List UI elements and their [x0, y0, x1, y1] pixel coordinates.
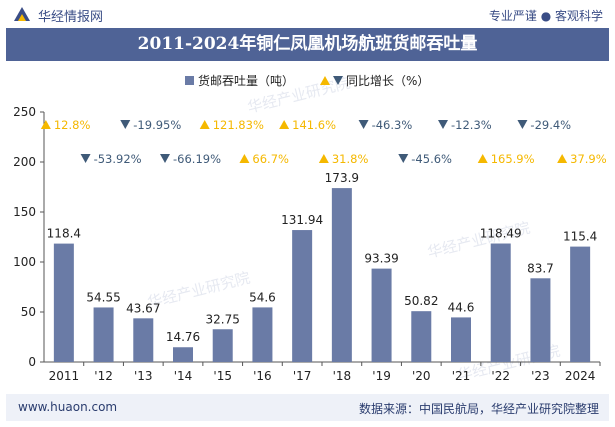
growth-rate-label: -12.3%	[451, 118, 492, 132]
bar	[371, 268, 392, 362]
bar-value-label: 93.39	[364, 252, 398, 266]
bar-value-label: 54.55	[86, 290, 120, 304]
tagline: 专业严谨 ● 客观科学	[488, 9, 603, 23]
bar	[451, 317, 471, 362]
growth-up-triangle-icon	[477, 154, 488, 163]
bar	[173, 347, 193, 362]
growth-rate-label: -29.4%	[530, 118, 571, 132]
watermark-text: 华经产业研究院	[146, 269, 252, 312]
x-tick-label: '18	[333, 369, 352, 383]
growth-rate-label: -53.92%	[94, 152, 142, 166]
bar-value-label: 44.6	[448, 300, 475, 314]
bar	[53, 243, 74, 362]
x-tick-label: '14	[174, 369, 193, 383]
y-tick-label: 100	[13, 255, 36, 269]
x-tick-label: '15	[213, 369, 232, 383]
growth-down-triangle-icon	[398, 154, 409, 163]
growth-up-triangle-icon	[239, 154, 250, 163]
x-tick-label: '21	[452, 369, 471, 383]
x-tick-label: '20	[412, 369, 431, 383]
bar	[212, 329, 233, 362]
growth-rate-label: -46.3%	[372, 118, 413, 132]
growth-down-triangle-icon	[358, 120, 369, 129]
chart: 华经产业研究院华经产业研究院华经产业研究院华经产业研究院050100150200…	[13, 73, 607, 385]
x-tick-label: '22	[491, 369, 510, 383]
bar	[570, 246, 591, 362]
x-tick-label: '13	[134, 369, 153, 383]
growth-rate-label: 165.9%	[491, 152, 535, 166]
growth-rate-label: -19.95%	[133, 118, 181, 132]
legend-growth-label: 同比增长（%）	[346, 74, 429, 88]
growth-rate-label: 121.83%	[213, 118, 264, 132]
bar	[133, 318, 154, 362]
growth-rate-label: 141.6%	[292, 118, 336, 132]
bar-value-label: 118.49	[480, 227, 522, 241]
x-tick-label: '19	[372, 369, 391, 383]
footer-site-link[interactable]: www.huaon.com	[18, 400, 118, 414]
growth-up-triangle-icon	[279, 120, 290, 129]
bar-value-label: 50.82	[404, 294, 438, 308]
growth-rate-label: 37.9%	[570, 152, 607, 166]
growth-down-triangle-icon	[120, 120, 131, 129]
growth-down-triangle-icon	[517, 120, 528, 129]
growth-rate-label: 66.7%	[252, 152, 289, 166]
y-tick-label: 50	[21, 305, 36, 319]
x-tick-label: '23	[531, 369, 550, 383]
footer: www.huaon.com 数据来源：中国民航局，华经产业研究院整理	[6, 394, 609, 421]
data-source: 数据来源：中国民航局，华经产业研究院整理	[358, 402, 599, 416]
bar	[490, 243, 511, 362]
bar-value-label: 32.75	[206, 312, 240, 326]
growth-up-triangle-icon	[557, 154, 568, 163]
bar-value-label: 131.94	[281, 213, 323, 227]
bar	[292, 230, 313, 362]
huajing-logo-icon	[14, 7, 30, 21]
legend-bar-swatch	[185, 76, 194, 85]
bar-value-label: 43.67	[126, 301, 160, 315]
header: 华经情报网 专业严谨 ● 客观科学	[0, 0, 615, 28]
y-tick-label: 200	[13, 155, 36, 169]
x-tick-label: '16	[253, 369, 272, 383]
bar-value-label: 173.9	[325, 171, 359, 185]
legend-up-triangle-icon	[320, 76, 330, 85]
growth-down-triangle-icon	[80, 154, 91, 163]
legend-bar-label: 货邮吞吐量（吨）	[198, 73, 294, 88]
bar-value-label: 83.7	[527, 261, 554, 275]
x-tick-label: 2011	[49, 369, 80, 383]
y-tick-label: 250	[13, 105, 36, 119]
chart-title: 2011-2024年铜仁凤凰机场航班货邮吞吐量	[137, 34, 478, 54]
growth-down-triangle-icon	[438, 120, 448, 129]
bar	[411, 311, 432, 362]
growth-rate-label: 31.8%	[332, 152, 369, 166]
growth-up-triangle-icon	[318, 154, 329, 163]
bar	[93, 307, 114, 362]
x-tick-label: '17	[293, 369, 312, 383]
growth-up-triangle-icon	[199, 120, 210, 129]
bar-value-label: 14.76	[166, 330, 200, 344]
legend-down-triangle-icon	[333, 76, 343, 85]
bar	[331, 188, 352, 362]
bar-value-label: 54.6	[249, 290, 276, 304]
growth-rate-label: -66.19%	[173, 152, 221, 166]
growth-rate-label: 12.8%	[54, 118, 91, 132]
title-bar: 2011-2024年铜仁凤凰机场航班货邮吞吐量	[6, 28, 609, 61]
growth-up-triangle-icon	[40, 120, 51, 129]
growth-rate-label: -45.6%	[411, 152, 452, 166]
bar-value-label: 115.4	[563, 230, 597, 244]
bar	[530, 278, 551, 362]
bar	[252, 307, 273, 362]
x-tick-label: 2024	[565, 369, 596, 383]
x-tick-label: '12	[94, 369, 113, 383]
y-tick-label: 0	[28, 355, 36, 369]
brand-name: 华经情报网	[38, 10, 104, 25]
bar-value-label: 118.4	[47, 227, 81, 241]
growth-down-triangle-icon	[160, 154, 170, 163]
y-tick-label: 150	[13, 205, 36, 219]
